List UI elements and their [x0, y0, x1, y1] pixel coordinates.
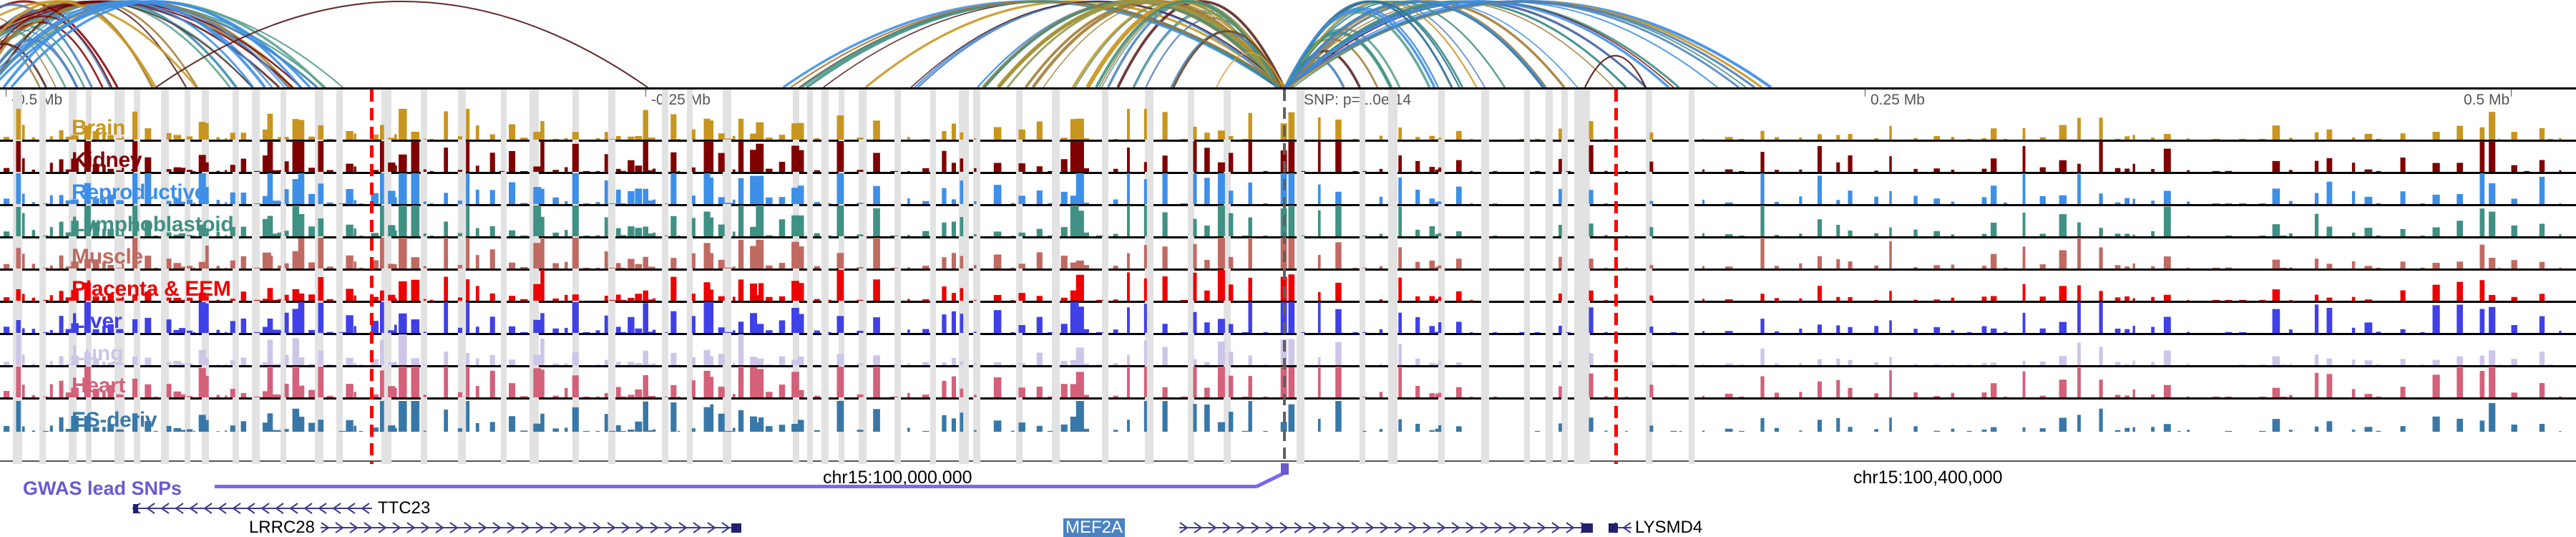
signal-track-reproductive[interactable]: Reproductive — [0, 173, 2576, 206]
interaction-arc — [1285, 1, 1546, 87]
coord-label-left: chr15:100,000,000 — [823, 468, 972, 488]
track-label-kidney: Kidney — [72, 148, 142, 172]
axis-tick-label: -0.25 Mb — [651, 92, 711, 108]
track-label-es-deriv: ES-deriv — [72, 408, 157, 432]
interaction-arc — [1285, 1, 1579, 87]
gene-strand-arrows — [1179, 522, 1592, 533]
signal-track-es-deriv[interactable]: ES-deriv — [0, 400, 2576, 432]
gwas-lead-snps-track: GWAS lead SNPs — [0, 463, 2576, 501]
gene-exon-block — [1581, 523, 1593, 533]
signal-track-brain[interactable]: Brain — [0, 109, 2576, 142]
signal-track-placenta-eem[interactable]: Placenta & EEM — [0, 270, 2576, 303]
signal-track-lung[interactable]: Lung — [0, 334, 2576, 367]
track-label-heart: Heart — [72, 374, 126, 397]
interaction-arc — [0, 43, 47, 87]
signal-histogram — [4, 238, 2562, 268]
track-label-muscle: Muscle — [72, 245, 143, 268]
gene-label-LYSMD4[interactable]: LYSMD4 — [1635, 518, 1703, 537]
signal-histogram — [4, 401, 2562, 432]
interaction-arc — [1006, 0, 1282, 87]
axis-tick-label: 0.5 Mb — [2464, 92, 2510, 108]
axis-tick-label: 0.25 Mb — [1870, 92, 1925, 108]
signal-track-heart[interactable]: Heart — [0, 367, 2576, 400]
gene-exon-block — [1609, 523, 1618, 533]
axis-tick-label: SNP: p=1.0e-14 — [1304, 92, 1412, 108]
interaction-arc — [1216, 52, 1284, 87]
gene-exon-block — [133, 504, 138, 513]
axis-tick-label: -0.5 Mb — [11, 92, 63, 108]
position-axis: -0.5 Mb -0.25 Mb SNP: p=1.0e-14 0.25 Mb 0.5 … — [0, 90, 2576, 110]
track-label-liver: Liver — [72, 309, 122, 333]
interaction-arc — [0, 39, 41, 87]
gene-body-LRRC28[interactable] — [321, 518, 741, 537]
signal-tracks-panel: -0.5 Mb -0.25 Mb SNP: p=1.0e-14 0.25 Mb 0.5 … — [0, 87, 2576, 464]
gene-exon-block — [731, 523, 741, 533]
axis-tick-mark — [645, 90, 646, 97]
signal-histogram — [4, 173, 2562, 204]
gene-body-TTC23[interactable] — [132, 499, 372, 518]
gwas-lead-snps-label: GWAS lead SNPs — [23, 478, 182, 499]
interaction-arc — [0, 4, 93, 87]
signal-histogram — [4, 334, 2554, 365]
signal-track-kidney[interactable]: Kidney — [0, 141, 2576, 174]
interaction-arc — [0, 0, 119, 87]
track-list: Brain Kidney Reproductive Lymphoblastoid Mus… — [0, 109, 2576, 432]
signal-track-muscle[interactable]: Muscle — [0, 238, 2576, 271]
interaction-arc — [1285, 0, 1506, 87]
gene-strand-arrows — [321, 522, 741, 533]
interaction-arc — [790, 1, 1285, 87]
interaction-arc — [0, 18, 57, 87]
interaction-arc — [1095, 0, 1280, 87]
track-label-lung: Lung — [72, 342, 124, 365]
signal-histogram — [4, 302, 2562, 333]
axis-tick-mark — [2511, 90, 2512, 97]
gene-row: MEF2A — [0, 518, 2576, 537]
signal-histogram — [4, 109, 2562, 140]
coordinate-strip: chr15:100,000,000 chr15:100,400,000 — [0, 462, 2576, 492]
gene-row: TTC23 — [0, 499, 2576, 518]
signal-track-liver[interactable]: Liver — [0, 302, 2576, 335]
interaction-arc — [910, 1, 1284, 87]
signal-track-lymphoblastoid[interactable]: Lymphoblastoid — [0, 205, 2576, 238]
gene-annotation-track: TTC23 LRRC28 MEF2A LYSMD4 — [0, 499, 2576, 537]
gwas-connector-rail — [215, 485, 1256, 488]
chromatin-loop-arcs — [0, 0, 1772, 87]
gene-row: LYSMD4 — [0, 518, 2576, 537]
signal-histogram — [4, 270, 2545, 301]
coord-label-right: chr15:100,400,000 — [1853, 468, 2003, 488]
track-label-placenta-eem: Placenta & EEM — [72, 277, 231, 301]
interaction-arc — [155, 1, 648, 87]
gene-strand-arrows — [132, 503, 372, 514]
interaction-arc — [10, 0, 302, 87]
interaction-arc — [0, 15, 113, 87]
gene-label-LRRC28[interactable]: LRRC28 — [248, 518, 315, 537]
gene-row: LRRC28 — [0, 518, 2576, 537]
gene-label-MEF2A[interactable]: MEF2A — [1063, 518, 1125, 537]
gene-label-TTC23[interactable]: TTC23 — [378, 498, 431, 518]
interaction-arc — [0, 0, 157, 87]
gwas-connector-riser — [1254, 471, 1285, 489]
axis-tick-mark — [1298, 90, 1299, 97]
gwas-lead-snp-marker[interactable] — [1281, 463, 1289, 475]
track-label-reproductive: Reproductive — [72, 180, 207, 204]
gene-body-MEF2A[interactable] — [1179, 518, 1592, 537]
interaction-arc — [1285, 0, 1755, 87]
interaction-arc — [1584, 54, 1646, 87]
signal-histogram — [4, 367, 2562, 397]
interaction-arc — [0, 0, 288, 87]
signal-histogram — [4, 205, 2562, 236]
interaction-arc — [864, 0, 1284, 87]
interaction-arc — [0, 29, 78, 87]
track-label-lymphoblastoid: Lymphoblastoid — [72, 213, 234, 236]
interaction-arc — [1287, 0, 1670, 87]
interaction-arc — [1284, 7, 1440, 87]
signal-histogram — [4, 141, 2562, 172]
track-label-brain: Brain — [72, 116, 126, 140]
